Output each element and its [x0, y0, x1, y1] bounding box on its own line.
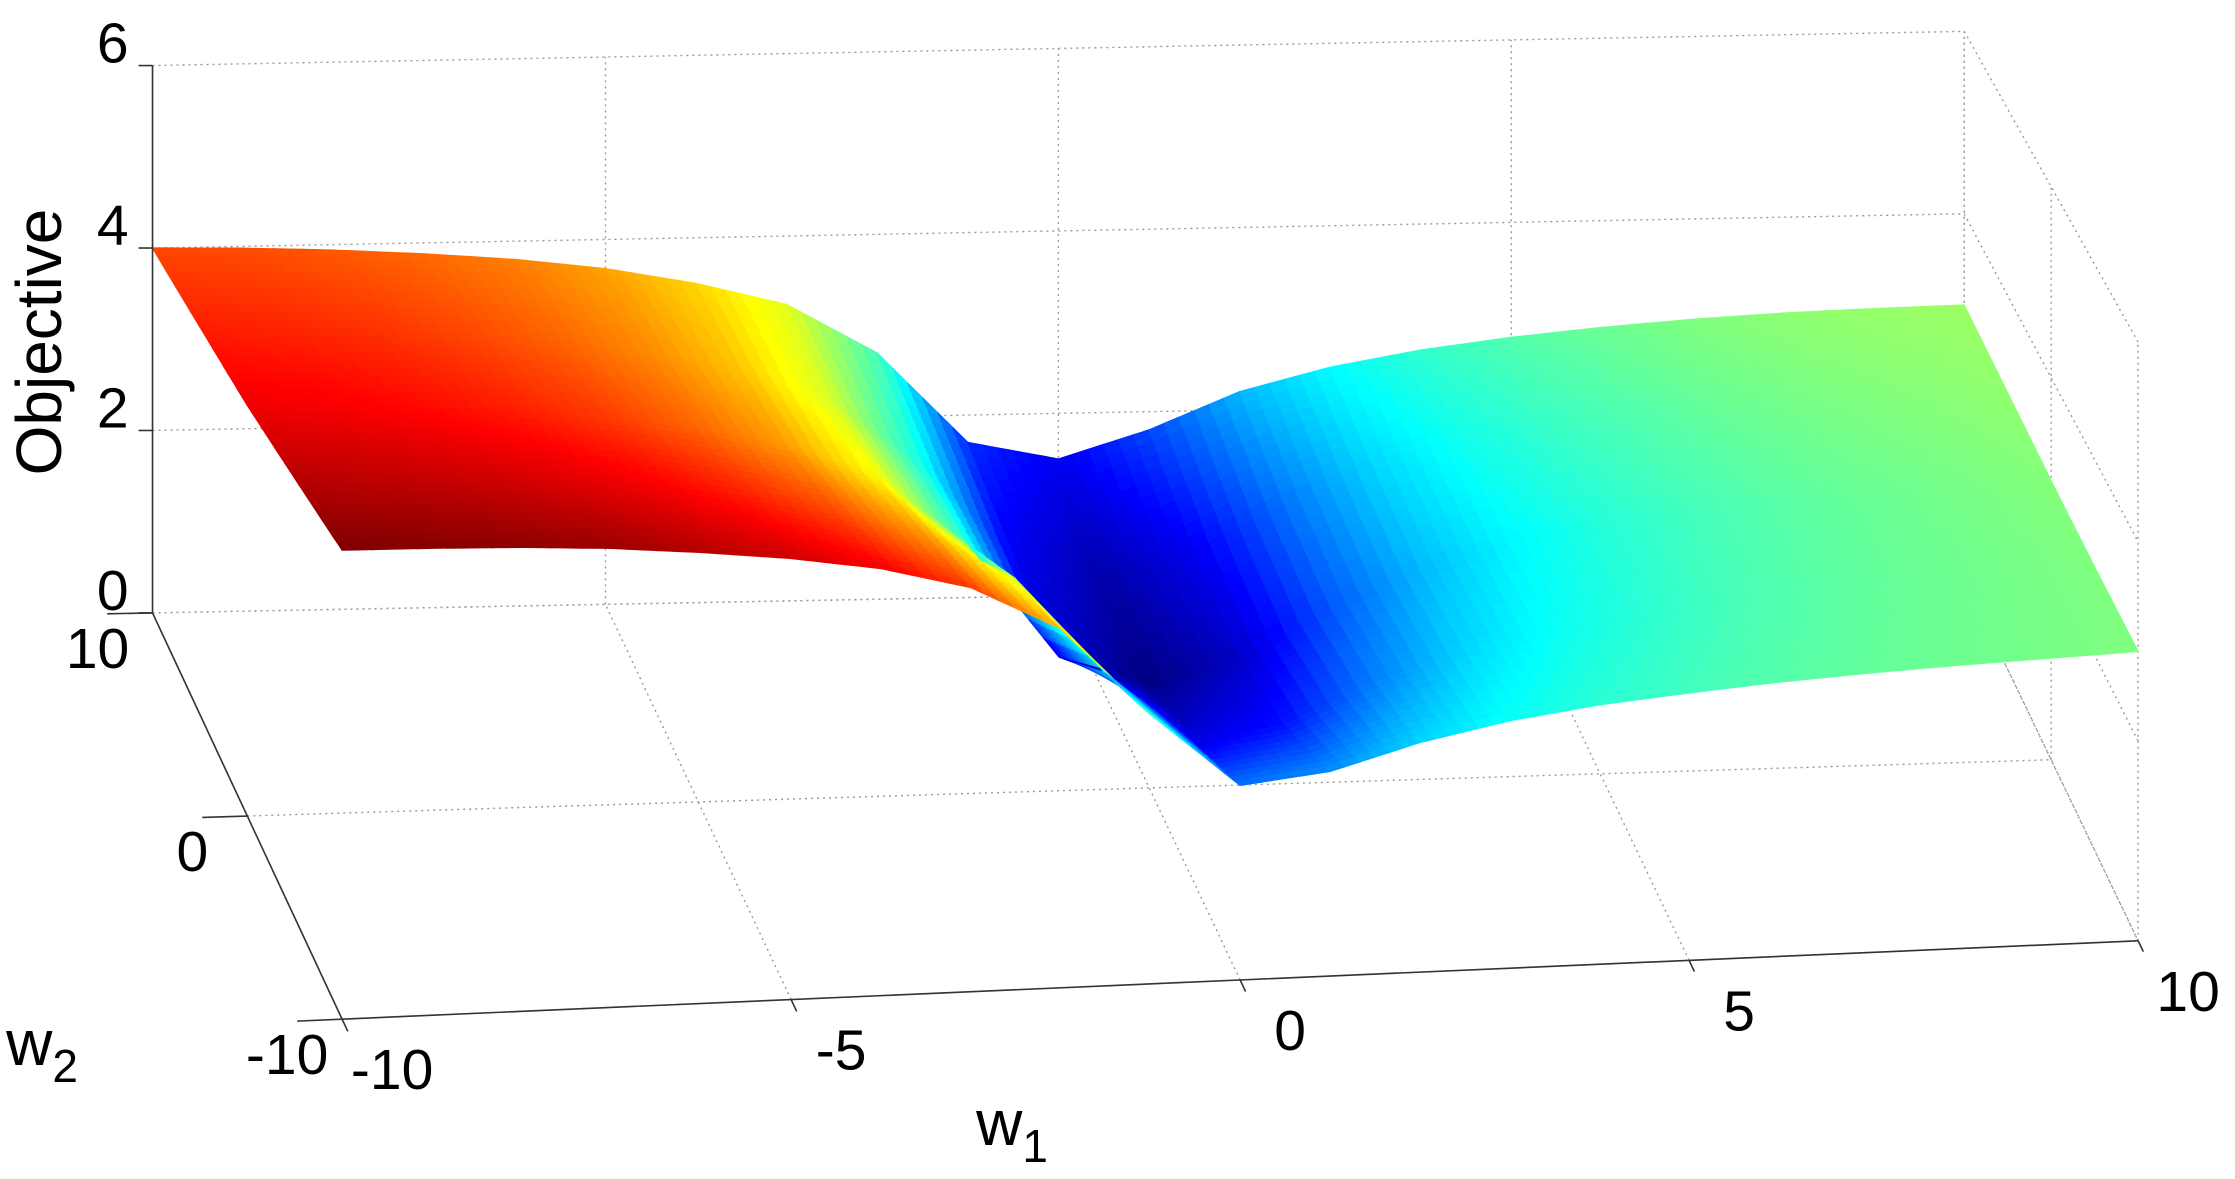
x-tick-label: 10: [2156, 960, 2219, 1024]
x-tick-label: -5: [816, 1019, 867, 1083]
y-tick-label: -10: [246, 1023, 328, 1087]
surface-cell: [876, 352, 1014, 555]
surface-cell: [151, 247, 292, 329]
x-tick: [2137, 940, 2145, 952]
grid-line: [152, 213, 1965, 249]
surface-patch: [2013, 436, 2035, 448]
z-tick-label: 4: [97, 194, 129, 258]
grid-line: [247, 759, 2052, 817]
axis-edge: [151, 612, 343, 1020]
surface-cell: [604, 267, 744, 371]
z-tick-label: 6: [97, 12, 129, 76]
x-tick-label: 0: [1274, 999, 1306, 1063]
x-label-base: w: [975, 1087, 1023, 1159]
x-tick: [1688, 960, 1696, 972]
surface-cell: [242, 247, 382, 331]
y-tick-label: 10: [66, 617, 129, 681]
y-tick: [202, 815, 248, 819]
z-axis-label: Objective: [3, 209, 75, 476]
surface-cell: [785, 303, 925, 465]
x-tick: [1239, 979, 1247, 992]
y-tick-label: 0: [176, 820, 208, 884]
x-tick-label: -10: [351, 1038, 433, 1102]
x-label-sub: 1: [1022, 1120, 1048, 1172]
grid-line: [1963, 31, 2139, 343]
x-tick: [790, 999, 798, 1012]
grid-line: [152, 395, 1965, 432]
surface-cell: [513, 258, 654, 353]
z-tick-label: 2: [97, 377, 129, 441]
x-tick: [341, 1018, 349, 1032]
x-tick-label: 5: [1723, 979, 1755, 1043]
y-axis-label: w2: [5, 1007, 78, 1092]
surface-cell: [1782, 307, 1919, 406]
y-label-base: w: [5, 1007, 53, 1079]
surface-cell: [1691, 312, 1828, 414]
surface-cell: [1600, 318, 1738, 424]
surface-cell: [332, 249, 473, 335]
y-tick: [297, 1018, 343, 1022]
grid-line: [604, 604, 792, 1000]
surface-cell: [1419, 336, 1557, 451]
surface-cell: [966, 441, 1105, 576]
grid-line: [152, 30, 1965, 67]
z-tick-label: 0: [97, 559, 129, 623]
grid-line: [1963, 213, 2139, 542]
surface-cell: [694, 282, 834, 401]
surface-cell: [1510, 326, 1647, 435]
grid-line: [1963, 578, 2139, 942]
y-label-sub: 2: [52, 1040, 78, 1092]
x-axis-label: w1: [975, 1087, 1048, 1172]
surface-cell: [1238, 366, 1376, 507]
surface-cell: [1329, 349, 1467, 471]
surface: [151, 247, 2140, 787]
